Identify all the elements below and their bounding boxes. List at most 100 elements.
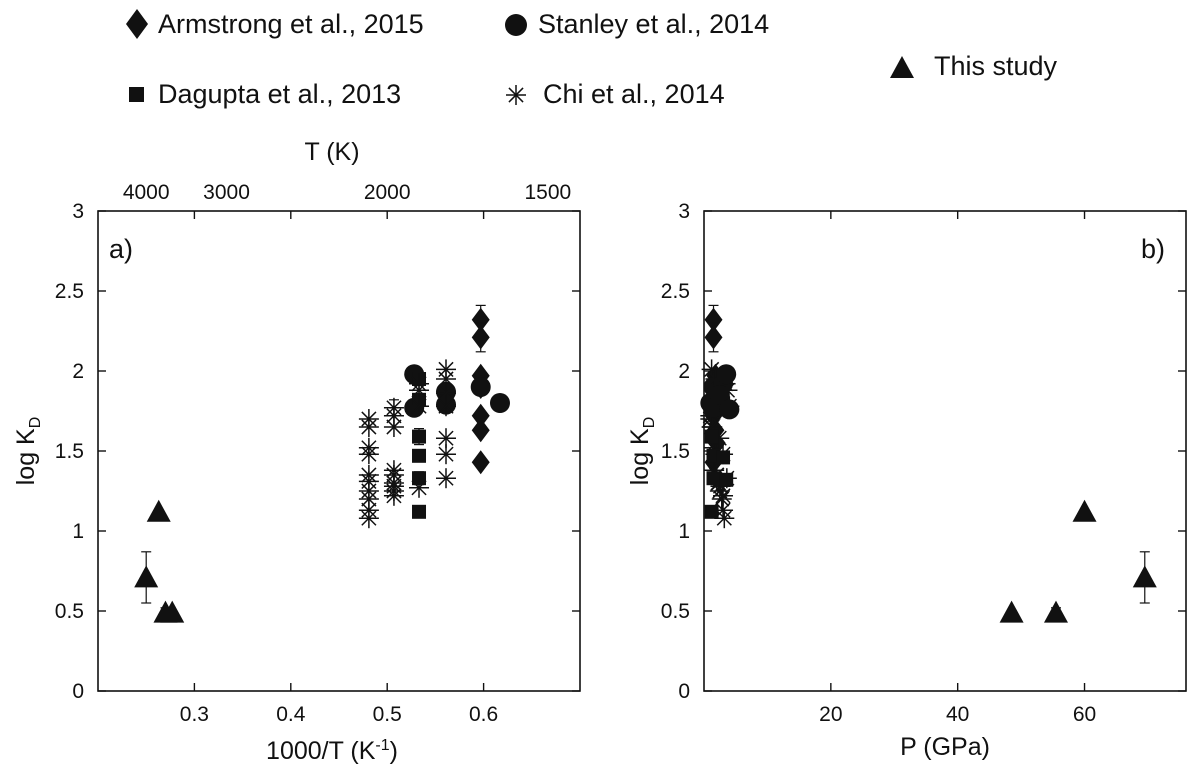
asterisk-stroke — [438, 398, 454, 414]
point-dasgupta — [412, 429, 427, 444]
legend-label-stanley: Stanley et al., 2014 — [538, 9, 769, 39]
point-stanley — [709, 385, 730, 405]
panel-a: T (K) 4000 3000 2000 1500 0 0.5 1 1.5 2 2.5 3 0.3… — [12, 138, 581, 765]
point-dasgupta — [412, 448, 427, 463]
point-dasgupta — [716, 450, 731, 465]
x-axis-label-sup-a: -1 — [375, 737, 389, 754]
point-chi — [383, 405, 404, 426]
data-points-b — [700, 304, 1157, 623]
y-tick-label: 1.5 — [661, 440, 690, 463]
y-tick-label: 3 — [72, 200, 84, 223]
y-axis-label-sub-a: D — [27, 417, 44, 429]
point-chi — [383, 485, 404, 506]
x-tick-label: 0.6 — [469, 703, 498, 726]
top-tick-label: 4000 — [123, 181, 170, 204]
y-tick-label: 2.5 — [661, 280, 690, 303]
point-chi — [436, 444, 457, 465]
asterisk-stroke — [386, 419, 402, 435]
legend-triangle-marker — [890, 56, 914, 78]
series-this — [999, 499, 1157, 623]
asterisk-stroke — [361, 510, 377, 526]
point-chi — [436, 396, 457, 417]
panel-b: 0 0.5 1 1.5 2 2.5 3 20 40 60 b) log KD P (GPa) — [626, 200, 1187, 761]
point-this — [999, 600, 1024, 623]
legend-item-dasgupta: Dagupta et al., 2013 — [129, 79, 401, 109]
y-axis-label-main-a: log K — [12, 428, 40, 485]
legend-label-armstrong: Armstrong et al., 2015 — [158, 9, 424, 39]
y-tick-label: 2 — [72, 360, 84, 383]
y-axis-label-a: log KD — [12, 417, 44, 486]
asterisk-stroke — [361, 446, 377, 462]
point-stanley — [470, 377, 491, 397]
point-chi — [409, 477, 430, 498]
asterisk-stroke — [438, 385, 454, 402]
x-tick-label: 60 — [1073, 703, 1096, 726]
legend-item-this-study: This study — [890, 51, 1058, 81]
series-this — [134, 499, 185, 623]
legend-diamond-marker — [126, 9, 148, 39]
point-this — [1132, 565, 1157, 588]
point-armstrong — [471, 325, 490, 350]
asterisk-stroke — [438, 371, 454, 387]
point-stanley — [719, 399, 740, 420]
data-points-a — [134, 304, 510, 623]
legend-item-chi: Chi et al., 2014 — [506, 79, 725, 109]
point-chi — [358, 489, 379, 509]
y-tick-label: 0 — [72, 680, 84, 703]
ticks-a — [98, 210, 580, 692]
x-axis-label-main-a: 1000/T (K — [266, 737, 376, 765]
point-stanley — [716, 364, 737, 385]
legend-circle-marker — [505, 14, 527, 36]
x-tick-label: 40 — [946, 703, 969, 726]
point-chi — [713, 485, 734, 506]
point-dasgupta — [706, 471, 721, 486]
point-armstrong — [471, 307, 490, 332]
asterisk-stroke — [411, 382, 427, 398]
x-axis-label-a: 1000/T (K-1) — [266, 737, 398, 765]
asterisk-stroke — [386, 488, 402, 504]
x-tick-label: 0.3 — [180, 703, 209, 726]
y-axis-label-b: log KD — [626, 417, 658, 486]
top-tick-label: 2000 — [364, 181, 411, 204]
top-axis-label: T (K) — [304, 138, 359, 166]
ticks-b — [704, 210, 1186, 692]
y-tick-label: 0 — [678, 680, 690, 703]
y-tick-label: 0.5 — [661, 600, 690, 623]
point-armstrong — [471, 450, 490, 475]
x-tick-labels-b: 20 40 60 — [819, 703, 1096, 726]
top-tick-labels: 4000 3000 2000 1500 — [123, 181, 571, 204]
point-chi — [358, 444, 379, 465]
point-dasgupta — [719, 472, 734, 487]
x-tick-label: 0.5 — [373, 703, 402, 726]
y-tick-label: 2.5 — [55, 280, 84, 303]
legend: Armstrong et al., 2015 Stanley et al., 2… — [126, 9, 1058, 109]
point-chi — [409, 396, 430, 417]
y-tick-label: 3 — [678, 200, 690, 223]
top-tick-label: 1500 — [525, 181, 572, 204]
series-stanley — [700, 364, 740, 420]
x-axis-label-b: P (GPa) — [900, 733, 990, 761]
point-chi — [436, 428, 457, 449]
point-this — [1072, 499, 1097, 522]
y-tick-label: 1.5 — [55, 440, 84, 463]
top-tick-label: 3000 — [203, 181, 250, 204]
legend-label-dasgupta: Dagupta et al., 2013 — [158, 79, 401, 109]
y-tick-labels-a: 0 0.5 1 1.5 2 2.5 3 — [55, 200, 84, 703]
asterisk-stroke — [411, 398, 427, 414]
legend-asterisk-marker — [506, 85, 526, 105]
y-tick-label: 0.5 — [55, 600, 84, 623]
y-axis-label-main-b: log K — [626, 428, 654, 485]
point-armstrong — [704, 307, 723, 332]
point-armstrong — [471, 403, 490, 428]
point-chi — [436, 468, 457, 489]
legend-item-stanley: Stanley et al., 2014 — [505, 9, 769, 39]
asterisk-stroke — [716, 510, 732, 526]
x-tick-labels-a: 0.3 0.4 0.5 0.6 — [180, 703, 498, 726]
y-axis-label-sub-b: D — [641, 417, 658, 429]
panel-label-a: a) — [109, 234, 133, 264]
x-tick-label: 0.4 — [276, 703, 306, 726]
asterisk-stroke — [361, 491, 377, 507]
asterisk-stroke — [438, 470, 454, 486]
point-chi — [358, 508, 379, 529]
